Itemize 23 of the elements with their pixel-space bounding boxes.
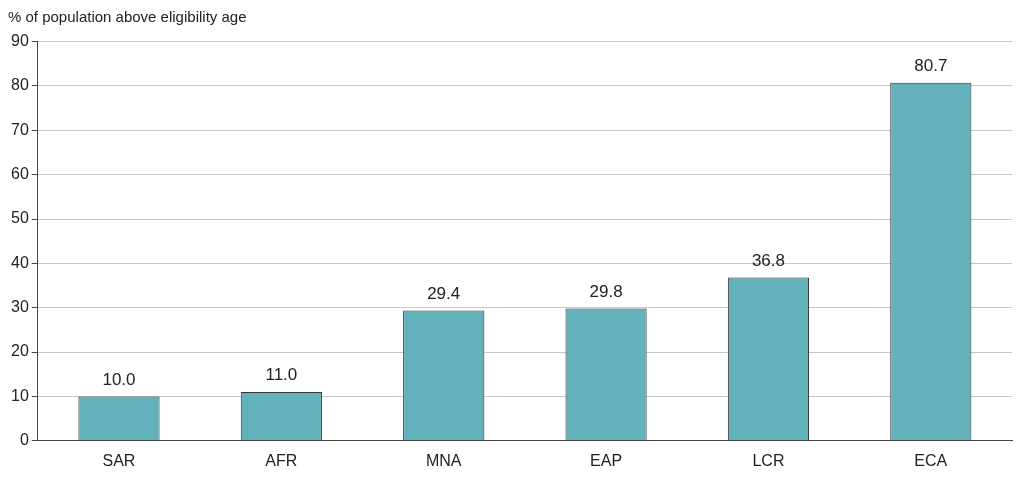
y-tick-label: 70 — [11, 120, 29, 138]
data-label: 29.8 — [589, 281, 623, 301]
data-label: 36.8 — [751, 250, 785, 270]
y-tick-label: 0 — [19, 431, 29, 449]
x-tick-label: ECA — [914, 451, 948, 469]
x-tick-label: MNA — [425, 451, 462, 469]
x-tick-label: AFR — [265, 451, 298, 469]
x-tick-label: SAR — [102, 451, 136, 469]
data-label: 11.0 — [265, 365, 298, 385]
y-tick-label: 50 — [11, 209, 29, 227]
y-tick-label: 40 — [11, 253, 29, 271]
y-tick-label: 80 — [11, 76, 29, 94]
x-tick-label: EAP — [590, 451, 623, 469]
y-tick-label: 10 — [11, 386, 29, 404]
data-label: 10.0 — [102, 369, 136, 389]
data-label: 80.7 — [914, 56, 948, 76]
y-tick-label: 30 — [11, 298, 29, 316]
data-label: 29.4 — [427, 283, 461, 303]
y-tick-label: 60 — [11, 165, 29, 183]
y-axis-title: % of population above eligibility age — [8, 8, 248, 25]
y-tick-label: 90 — [11, 32, 29, 50]
x-tick-label: LCR — [752, 451, 785, 469]
y-tick-label: 20 — [11, 342, 29, 360]
